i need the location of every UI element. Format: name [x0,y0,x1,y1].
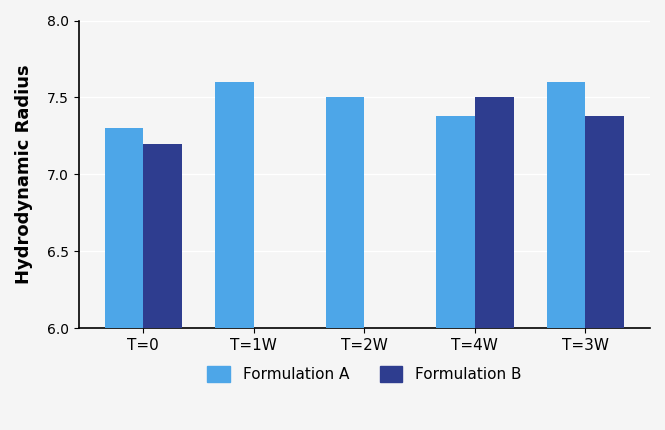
Bar [436,116,475,430]
Bar [104,128,143,430]
Bar [326,98,364,430]
Bar [215,82,254,430]
Bar [547,82,585,430]
Legend: Formulation A, Formulation B: Formulation A, Formulation B [201,360,527,388]
Bar [143,144,182,430]
Bar [475,98,513,430]
Bar [585,116,624,430]
Y-axis label: Hydrodynamic Radius: Hydrodynamic Radius [15,64,33,284]
